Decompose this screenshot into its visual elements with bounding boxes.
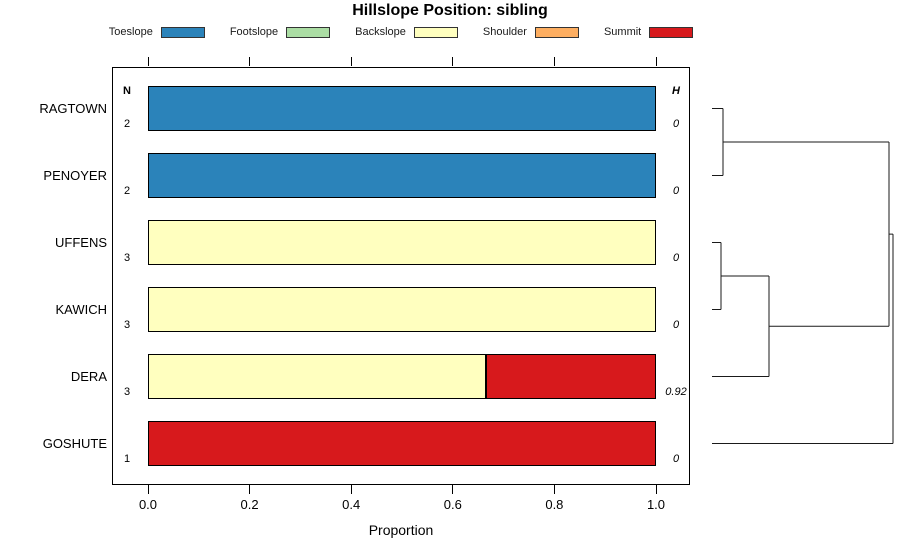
row-label: UFFENS [55, 234, 107, 250]
legend-item: Footslope [229, 26, 331, 38]
legend-label: Shoulder [482, 26, 527, 38]
x-tick-label: 1.0 [646, 497, 666, 512]
legend-swatch [286, 26, 331, 38]
axis-tick-bottom [553, 485, 555, 494]
bar-segment [485, 354, 656, 399]
bar-segment [148, 153, 656, 198]
bar-segment [148, 287, 656, 332]
axis-tick-top [655, 57, 657, 66]
x-tick-label: 0.4 [342, 497, 361, 512]
plot-area [112, 67, 690, 485]
axis-tick-top [147, 57, 149, 66]
legend-label: Toeslope [108, 26, 153, 38]
n-value: 2 [123, 118, 131, 130]
chart-title: Hillslope Position: sibling [352, 2, 548, 19]
axis-tick-top [553, 57, 555, 66]
axis-tick-bottom [655, 485, 657, 494]
x-tick-label: 0.6 [443, 497, 462, 512]
n-value: 3 [123, 386, 131, 398]
n-value: 3 [123, 252, 131, 264]
bar-segment [148, 354, 486, 399]
legend-swatch [534, 26, 579, 38]
bar-segment [148, 421, 656, 466]
legend-label: Backslope [355, 26, 406, 38]
axis-tick-bottom [452, 485, 454, 494]
h-value: 0 [672, 319, 680, 331]
legend-swatch [649, 26, 694, 38]
legend-item: Summit [603, 26, 694, 38]
row-label: RAGTOWN [39, 100, 107, 116]
row-label: PENOYER [43, 167, 107, 183]
axis-tick-top [452, 57, 454, 66]
legend-item: Shoulder [483, 26, 579, 38]
n-value: 2 [123, 185, 131, 197]
row-label: KAWICH [55, 301, 107, 317]
axis-tick-bottom [350, 485, 352, 494]
axis-tick-bottom [147, 485, 149, 494]
n-value: 1 [123, 453, 131, 465]
x-tick-label: 0.8 [545, 497, 564, 512]
legend-item: Toeslope [109, 26, 205, 38]
bar-segment [148, 86, 656, 131]
row-label: GOSHUTE [42, 435, 107, 451]
axis-tick-top [249, 57, 251, 66]
axis-tick-top [350, 57, 352, 66]
legend-item: Backslope [355, 26, 458, 38]
legend-label: Footslope [229, 26, 279, 38]
x-axis-label: Proportion [368, 522, 434, 538]
bar-segment [148, 220, 656, 265]
h-value: 0 [672, 252, 680, 264]
n-column-header: N [123, 85, 131, 97]
legend: Toeslope Footslope Backslope Shoulder Summit [109, 26, 694, 38]
h-value: 0 [672, 453, 680, 465]
h-value: 0 [672, 118, 680, 130]
legend-swatch [413, 26, 458, 38]
n-value: 3 [123, 319, 131, 331]
x-tick-label: 0.0 [138, 497, 158, 512]
legend-label: Summit [603, 26, 642, 38]
row-label: DERA [70, 368, 107, 384]
legend-swatch [160, 26, 205, 38]
x-tick-label: 0.2 [240, 497, 259, 512]
h-column-header: H [672, 85, 680, 97]
axis-tick-bottom [249, 485, 251, 494]
h-value: 0 [672, 185, 680, 197]
h-value: 0.92 [665, 386, 687, 398]
